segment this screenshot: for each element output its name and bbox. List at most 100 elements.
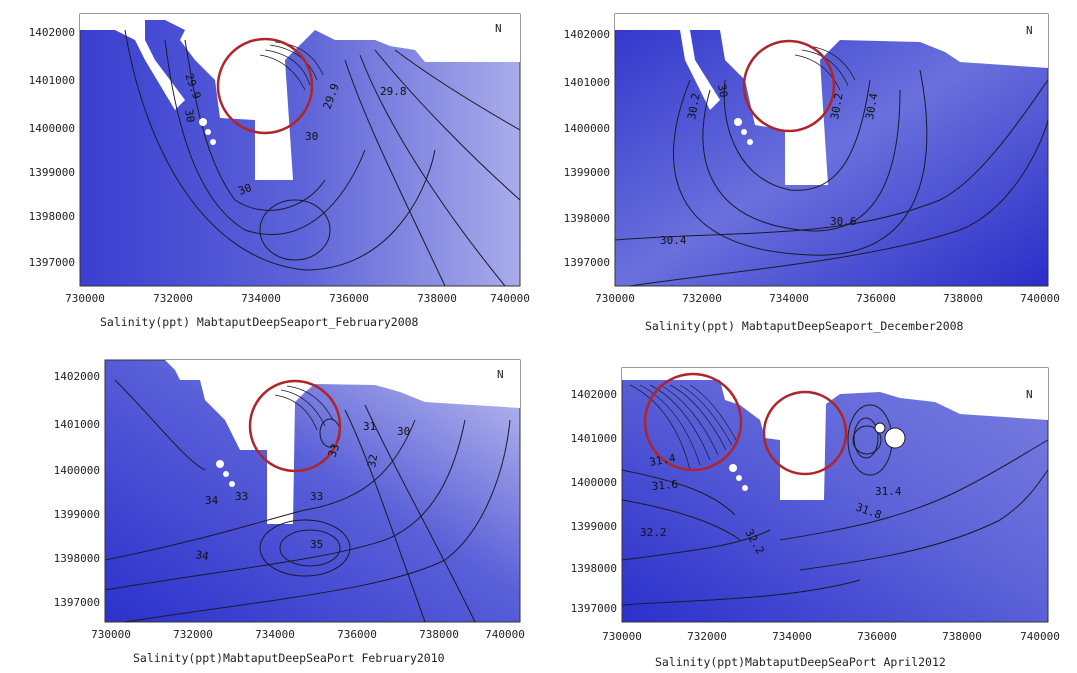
svg-text:1401000: 1401000 [571, 432, 617, 445]
contour-label: 30 [715, 83, 730, 98]
contour-lines [104, 379, 511, 623]
svg-text:1399000: 1399000 [571, 520, 617, 533]
x-axis: 730000 732000 734000 736000 738000 74000… [91, 628, 525, 641]
contour-label: 32 [365, 453, 380, 468]
contour-center [884, 427, 906, 449]
svg-text:1402000: 1402000 [54, 370, 100, 383]
svg-text:732000: 732000 [682, 292, 722, 305]
svg-text:736000: 736000 [337, 628, 377, 641]
y-axis: 1402000 1401000 1400000 1399000 1398000 … [564, 28, 610, 269]
svg-text:734000: 734000 [772, 630, 812, 643]
svg-text:740000: 740000 [490, 292, 530, 305]
highlight-circle [762, 390, 848, 476]
contour-label: 30.4 [863, 92, 880, 121]
map-area [104, 359, 521, 623]
svg-text:1402000: 1402000 [29, 26, 75, 39]
svg-text:1402000: 1402000 [564, 28, 610, 41]
contour-label: 31 [363, 420, 376, 433]
panel-caption: Salinity(ppt)MabtaputDeepSeaPort April20… [655, 655, 946, 669]
svg-text:736000: 736000 [856, 292, 896, 305]
svg-text:1399000: 1399000 [564, 166, 610, 179]
land-mass [615, 14, 1048, 185]
svg-text:734000: 734000 [769, 292, 809, 305]
contour-label: 30.6 [830, 215, 857, 228]
north-arrow-icon: N [1026, 388, 1033, 401]
svg-text:1397000: 1397000 [29, 256, 75, 269]
contour-label: 30 [397, 425, 410, 438]
svg-text:1399000: 1399000 [29, 166, 75, 179]
map-panel-dec2008: 30.2 30 30.2 30.4 30.6 30.4 N 1402000 14… [540, 0, 1060, 333]
svg-text:740000: 740000 [1020, 630, 1060, 643]
land-mass [105, 360, 520, 524]
map-panel-apr2012: 31.4 31.6 32.2 32.2 31.8 31.4 N 1402000 … [540, 340, 1060, 669]
y-axis: 1402000 1401000 1400000 1399000 1398000 … [571, 388, 617, 615]
dense-contours [274, 385, 334, 431]
contour-lines [124, 29, 521, 287]
svg-text:1400000: 1400000 [29, 122, 75, 135]
x-axis: 730000 732000 734000 736000 738000 74000… [595, 292, 1060, 305]
svg-text:1400000: 1400000 [571, 476, 617, 489]
svg-text:1398000: 1398000 [571, 562, 617, 575]
svg-text:740000: 740000 [1020, 292, 1060, 305]
contour-label: 30 [237, 181, 254, 198]
svg-text:730000: 730000 [602, 630, 642, 643]
map-panel-feb2010: 31 30 33 32 33 34 35 34 33 N 1402000 140… [5, 340, 525, 665]
islands [734, 118, 753, 145]
contour-lines [614, 69, 1049, 287]
svg-text:1397000: 1397000 [571, 602, 617, 615]
svg-text:738000: 738000 [417, 292, 457, 305]
panel-caption: Salinity(ppt)MabtaputDeepSeaPort Februar… [133, 651, 445, 665]
svg-text:730000: 730000 [91, 628, 131, 641]
contour-label: 34 [205, 494, 219, 507]
north-arrow-icon: N [497, 368, 504, 381]
svg-text:732000: 732000 [173, 628, 213, 641]
x-axis: 730000 732000 734000 736000 738000 74000… [65, 292, 530, 305]
contour-label: 33 [310, 490, 323, 503]
svg-text:738000: 738000 [419, 628, 459, 641]
contour-label: 31.4 [875, 485, 902, 498]
contour-label: 30 [305, 130, 318, 143]
contour-label: 31.4 [648, 451, 677, 468]
land-mass [80, 14, 520, 180]
svg-text:734000: 734000 [255, 628, 295, 641]
svg-text:1401000: 1401000 [29, 74, 75, 87]
contour-label: 34 [194, 548, 210, 563]
svg-text:732000: 732000 [153, 292, 193, 305]
y-axis: 1402000 1401000 1400000 1399000 1398000 … [29, 26, 75, 269]
islands [216, 460, 235, 487]
highlight-circle [216, 37, 314, 135]
islands [199, 118, 216, 145]
svg-text:1401000: 1401000 [54, 418, 100, 431]
contour-label: 33 [326, 442, 343, 459]
contour-label: 30 [182, 108, 197, 123]
svg-text:1398000: 1398000 [54, 552, 100, 565]
y-axis: 1402000 1401000 1400000 1399000 1398000 … [54, 370, 100, 609]
map-svg: 30.2 30 30.2 30.4 30.6 30.4 N 1402000 14… [564, 13, 1060, 333]
map-svg: 31 30 33 32 33 34 35 34 33 N 1402000 140… [54, 359, 525, 665]
svg-text:1402000: 1402000 [571, 388, 617, 401]
islands [729, 464, 748, 491]
contour-center [874, 422, 886, 434]
map-svg: 29.9 29.8 30 29.9 30 30 N 1402000 140100… [29, 13, 530, 329]
svg-text:730000: 730000 [595, 292, 635, 305]
svg-text:1398000: 1398000 [29, 210, 75, 223]
svg-text:732000: 732000 [687, 630, 727, 643]
contour-label: 30.4 [660, 234, 687, 247]
contour-label: 30.2 [685, 92, 702, 120]
svg-text:736000: 736000 [857, 630, 897, 643]
north-arrow-icon: N [495, 22, 502, 35]
contour-label: 33 [235, 490, 248, 503]
highlight-circle [643, 372, 743, 472]
svg-text:736000: 736000 [329, 292, 369, 305]
svg-text:1399000: 1399000 [54, 508, 100, 521]
svg-text:1400000: 1400000 [564, 122, 610, 135]
svg-text:730000: 730000 [65, 292, 105, 305]
contour-label: 31.6 [651, 478, 679, 493]
contour-label: 30.2 [828, 92, 845, 120]
land-mass [622, 368, 1048, 500]
contour-label: 29.8 [380, 85, 407, 98]
svg-text:740000: 740000 [485, 628, 525, 641]
svg-text:1397000: 1397000 [54, 596, 100, 609]
svg-text:738000: 738000 [942, 630, 982, 643]
svg-text:1398000: 1398000 [564, 212, 610, 225]
